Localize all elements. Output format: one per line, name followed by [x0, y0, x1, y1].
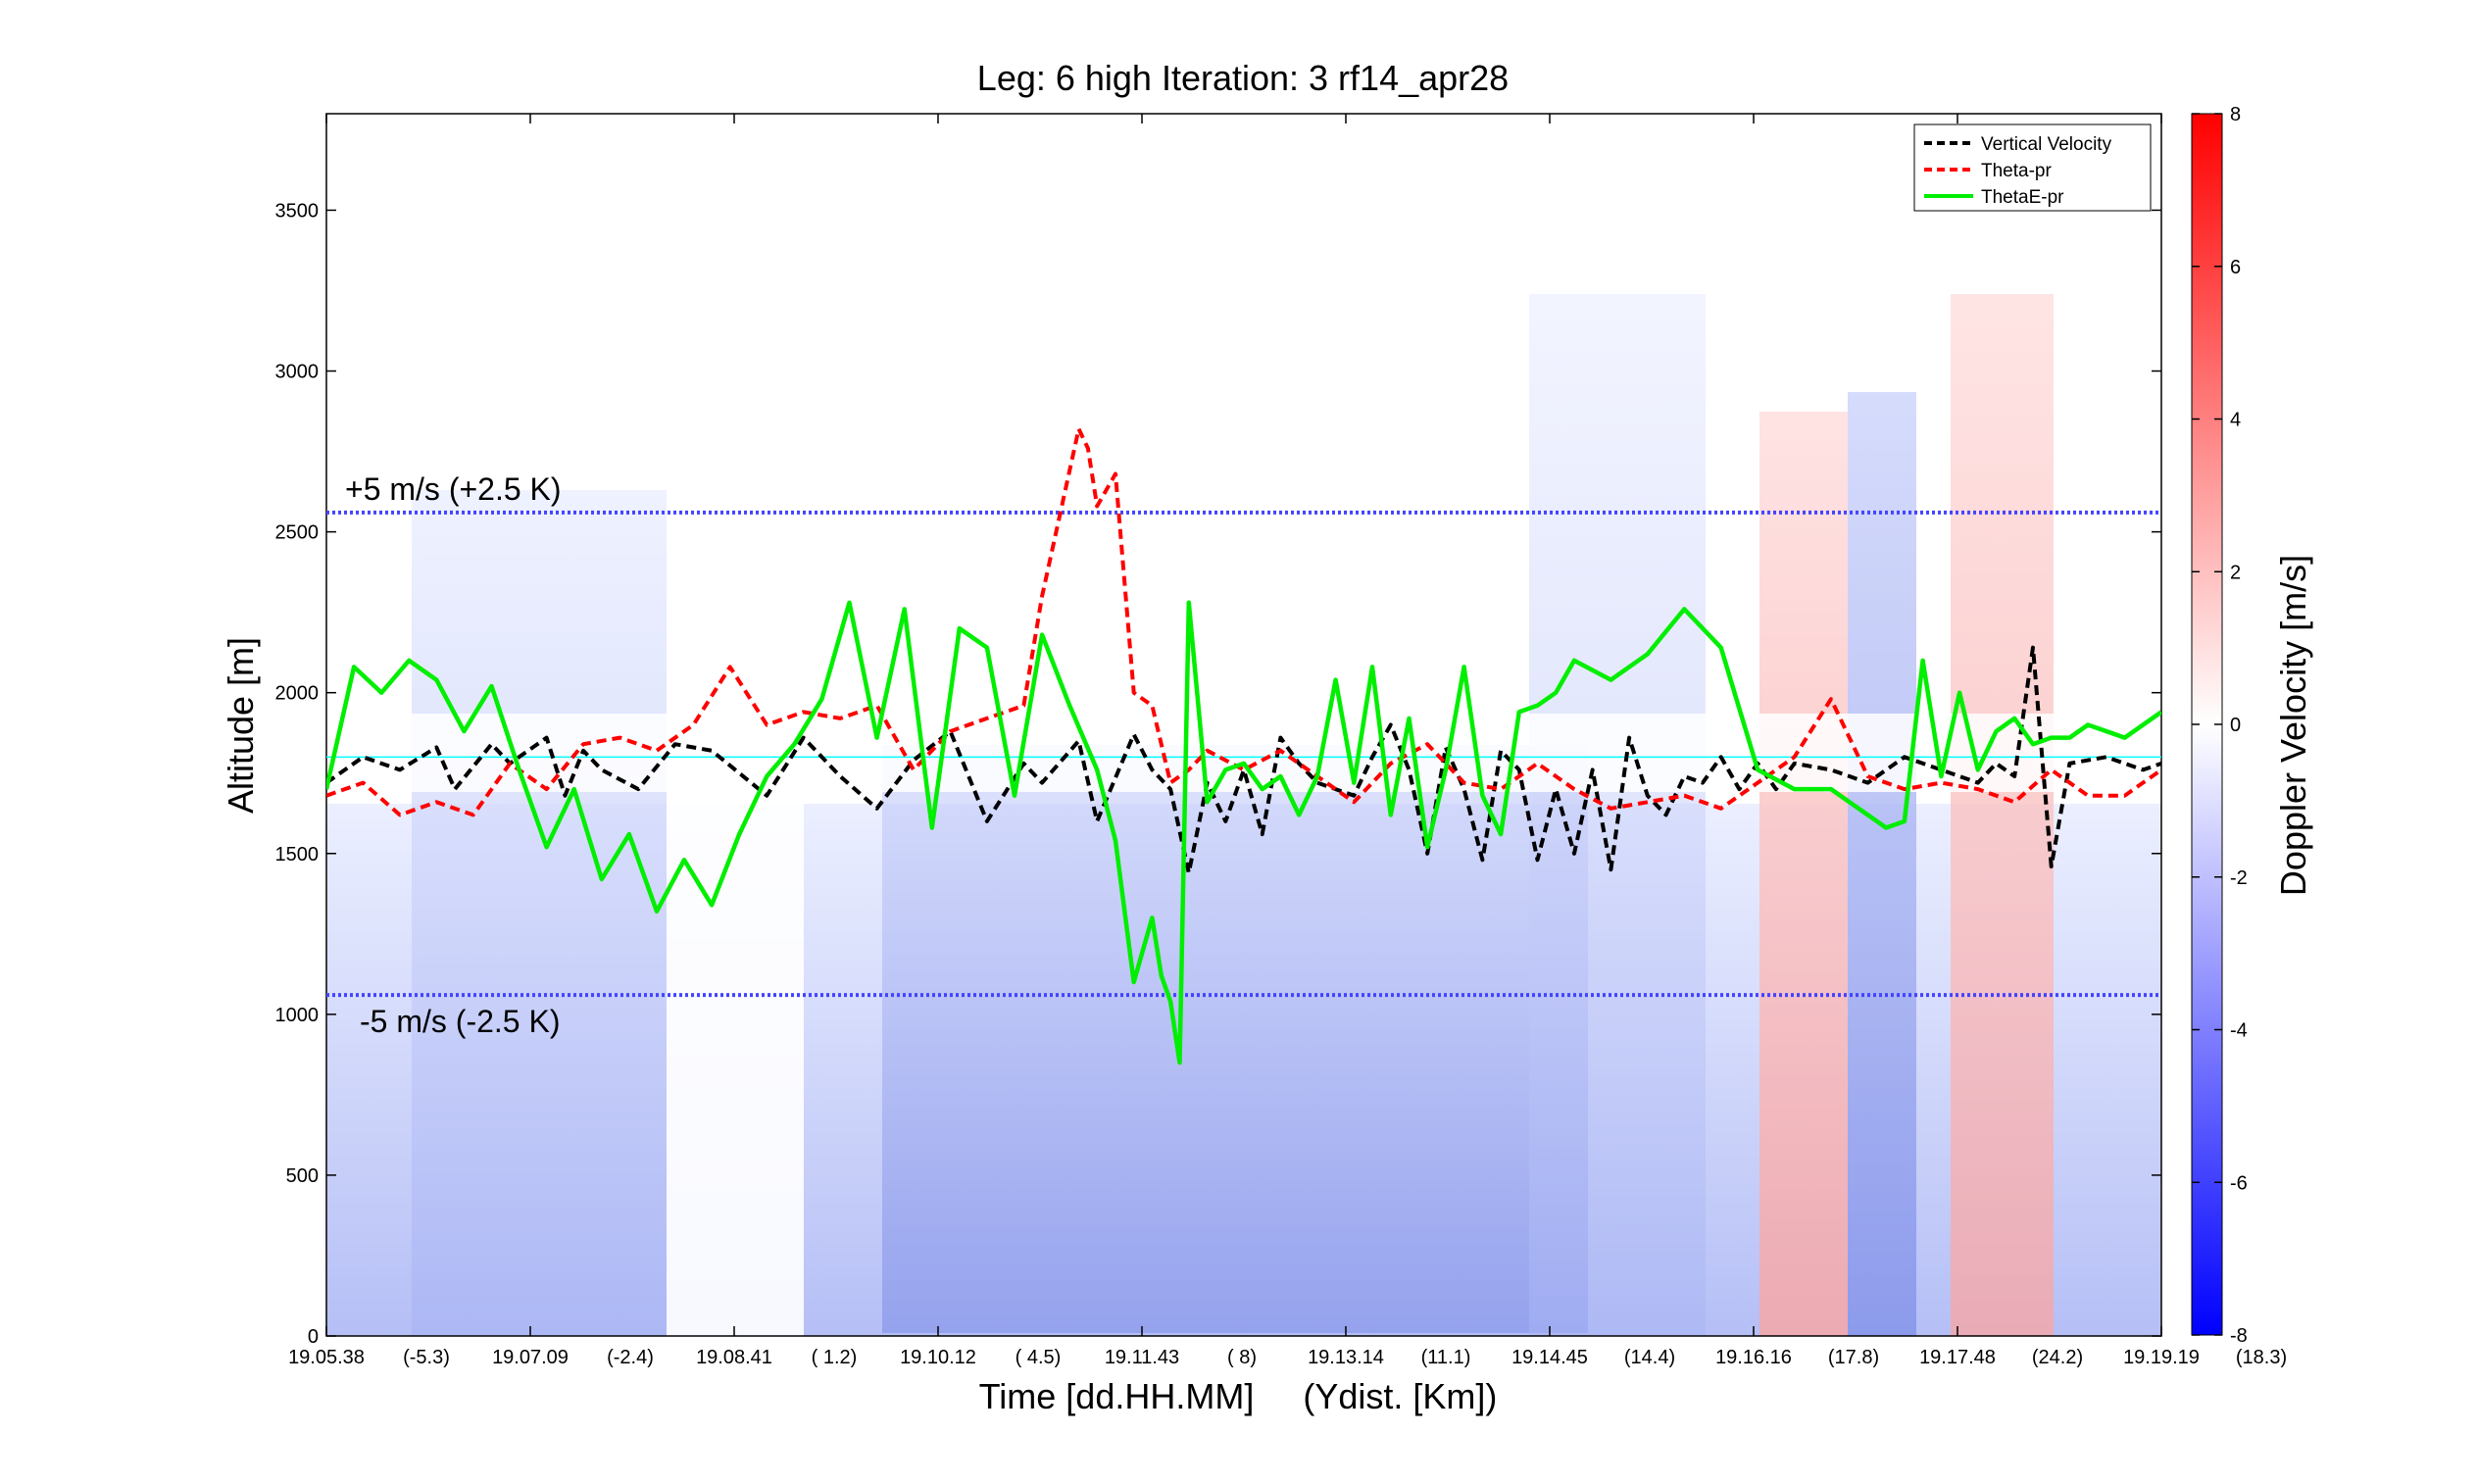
x-tick-time-label: 19.05.38 [288, 1347, 365, 1368]
series-lines [326, 426, 2161, 1065]
reference-level-label: +5 m/s (+2.5 K) [345, 471, 562, 507]
doppler-field [326, 114, 2161, 1336]
field-band-pos-2 [1951, 294, 2054, 1336]
y-axis: 0 500 1000 1500 2000 2500 3000 3500 [275, 200, 2161, 1348]
y-tick-label: 2500 [275, 522, 320, 544]
x-tick-time-label: 19.11.43 [1105, 1347, 1179, 1368]
x-tick-time-label: 19.07.09 [492, 1347, 569, 1368]
chart-title: Leg: 6 high Iteration: 3 rf14_apr28 [977, 58, 1509, 98]
field-band-pos-1 [1759, 412, 1848, 1336]
reference-levels: +5 m/s (+2.5 K) -5 m/s (-2.5 K) [326, 471, 2161, 1039]
colorbar-tick-label: -6 [2230, 1172, 2248, 1194]
x-tick-dist-label: (-2.4) [607, 1347, 654, 1368]
colorbar-tick-label: -4 [2230, 1020, 2248, 1042]
x-tick-time-label: 19.10.12 [900, 1347, 976, 1368]
x-tick-dist-label: (14.4) [1624, 1347, 1675, 1368]
x-axis-label: Time [dd.HH.MM] (Ydist. [Km]) [979, 1376, 1498, 1416]
x-tick-time-label: 19.13.14 [1308, 1347, 1384, 1368]
colorbar-tick-label: 2 [2230, 562, 2241, 583]
series-line-theta-pr [326, 426, 2161, 817]
series-line-vertical-velocity [326, 645, 2161, 875]
y-tick-label: 3500 [275, 200, 320, 222]
legend-label: Vertical Velocity [1981, 134, 2112, 155]
legend-label: ThetaE-pr [1981, 187, 2064, 208]
colorbar-tick-label: 6 [2230, 257, 2241, 278]
reference-level-label: -5 m/s (-2.5 K) [360, 1004, 560, 1039]
x-tick-dist-label: (11.1) [1421, 1347, 1471, 1368]
y-tick-label: 1500 [275, 844, 320, 866]
y-tick-label: 500 [286, 1165, 319, 1187]
x-tick-dist-label: (24.2) [2032, 1347, 2083, 1368]
y-axis-label: Altitude [m] [221, 637, 261, 814]
colorbar: Doppler Velocity [m/s] 8 6 4 2 0 -2 -4 -6 -8 [2191, 104, 2313, 1347]
y-tick-label: 3000 [275, 362, 320, 383]
x-tick-time-label: 19.16.16 [1715, 1347, 1792, 1368]
x-tick-dist-label: ( 4.5) [1016, 1347, 1062, 1368]
legend: Vertical Velocity Theta-pr ThetaE-pr [1913, 124, 2152, 212]
x-tick-dist-label: (-5.3) [403, 1347, 450, 1368]
colorbar-label: Doppler Velocity [m/s] [2273, 555, 2313, 896]
x-tick-dist-label: ( 1.2) [812, 1347, 858, 1368]
x-tick-dist-label: ( 8) [1227, 1347, 1257, 1368]
colorbar-tick-label: 4 [2230, 410, 2241, 431]
colorbar-tick-label: 0 [2230, 715, 2241, 736]
x-tick-time-label: 19.08.41 [696, 1347, 772, 1368]
x-tick-dist-label: (18.3) [2236, 1347, 2287, 1368]
colorbar-tick-label: 8 [2230, 104, 2241, 125]
colorbar-tick-label: -8 [2230, 1325, 2248, 1347]
y-tick-label: 1000 [275, 1005, 320, 1026]
field-aircraft-strip [326, 714, 2161, 792]
plot-frame [325, 113, 2162, 1337]
colorbar-tick-label: -2 [2230, 867, 2248, 889]
legend-label: Theta-pr [1981, 161, 2052, 181]
x-tick-dist-label: (17.8) [1828, 1347, 1879, 1368]
y-tick-label: 2000 [275, 683, 320, 705]
x-tick-time-label: 19.19.19 [2123, 1347, 2200, 1368]
x-tick-time-label: 19.17.48 [1919, 1347, 1996, 1368]
x-axis: 19.05.38 (-5.3) 19.07.09 (-2.4) 19.08.41 ( 1.… [288, 114, 2287, 1368]
field-band-neg-2 [1848, 392, 1916, 1336]
field-gap-left [667, 804, 804, 1336]
field-band-center [882, 745, 1588, 1333]
x-tick-time-label: 19.14.45 [1511, 1347, 1588, 1368]
y-tick-label: 0 [308, 1326, 319, 1348]
series-line-thetae-pr [326, 600, 2161, 1065]
field-band-left [412, 490, 667, 1336]
